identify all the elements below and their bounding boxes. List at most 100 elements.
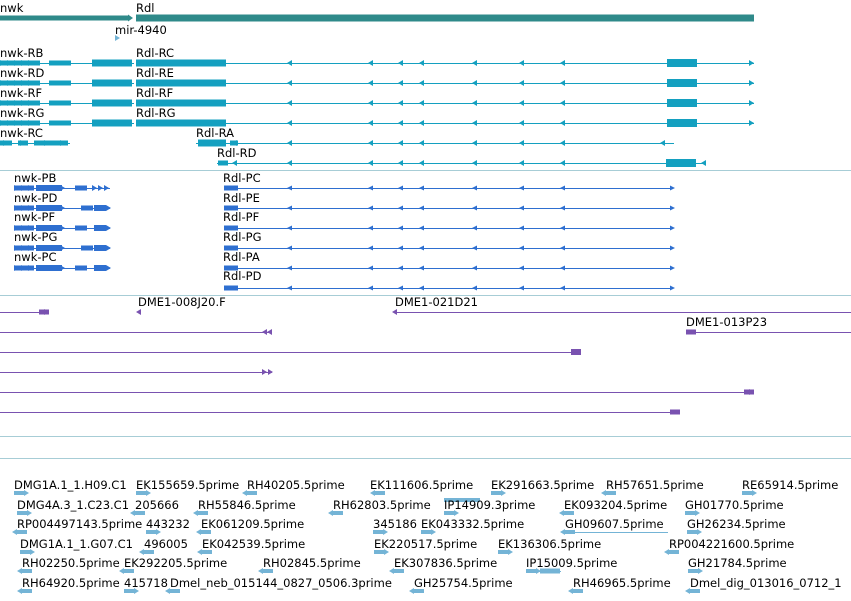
strand-arrow-icon[interactable] (232, 205, 237, 211)
strand-arrow-icon[interactable] (419, 205, 424, 211)
strand-arrow-icon[interactable] (368, 205, 373, 211)
strand-arrow-icon[interactable] (670, 225, 675, 231)
strand-arrow-icon[interactable] (472, 265, 477, 271)
strand-arrow-icon[interactable] (560, 140, 565, 146)
strand-arrow-icon[interactable] (560, 205, 565, 211)
strand-arrow-icon[interactable] (419, 140, 424, 146)
strand-arrow-icon[interactable] (267, 329, 272, 335)
strand-arrow-icon[interactable] (398, 160, 403, 166)
exon-block[interactable] (81, 245, 93, 251)
exon-block[interactable] (136, 119, 226, 127)
strand-arrow-icon[interactable] (368, 285, 373, 291)
exon-block[interactable] (75, 185, 87, 191)
est-label[interactable]: GH01770.5prime (685, 498, 784, 512)
est-block[interactable] (144, 550, 154, 554)
strand-arrow-icon[interactable] (749, 389, 754, 395)
strand-arrow-icon[interactable] (670, 205, 675, 211)
strand-arrow-icon[interactable] (328, 510, 333, 516)
strand-arrow-icon[interactable] (30, 549, 35, 555)
exon-block[interactable] (81, 205, 93, 211)
strand-arrow-icon[interactable] (472, 120, 477, 126)
strand-arrow-icon[interactable] (287, 225, 292, 231)
est-block[interactable] (14, 491, 24, 495)
strand-arrow-icon[interactable] (287, 245, 292, 251)
est-block[interactable] (20, 550, 30, 554)
exon-block[interactable] (136, 59, 226, 67)
strand-arrow-icon[interactable] (749, 80, 754, 86)
strand-arrow-icon[interactable] (749, 120, 754, 126)
strand-arrow-icon[interactable] (112, 60, 117, 66)
strand-arrow-icon[interactable] (368, 225, 373, 231)
exon-block[interactable] (667, 119, 697, 127)
strand-arrow-icon[interactable] (752, 490, 757, 496)
est-block[interactable] (375, 491, 385, 495)
exon-block[interactable] (224, 225, 238, 231)
exon-block[interactable] (49, 60, 71, 66)
exon-block[interactable] (224, 265, 238, 271)
strand-arrow-icon[interactable] (21, 225, 26, 231)
transcript-label[interactable]: Rdl-RE (136, 66, 174, 80)
strand-arrow-icon[interactable] (3, 140, 8, 146)
clone-label[interactable]: DME1-013P23 (686, 315, 768, 329)
exon-block[interactable] (224, 285, 238, 291)
strand-arrow-icon[interactable] (287, 80, 292, 86)
est-block[interactable] (688, 569, 698, 573)
strand-arrow-icon[interactable] (560, 80, 565, 86)
protein-label[interactable]: Rdl-PD (223, 269, 262, 283)
transcript-label[interactable]: Rdl-RA (196, 126, 235, 140)
strand-arrow-icon[interactable] (685, 588, 690, 594)
strand-arrow-icon[interactable] (14, 185, 19, 191)
est-block[interactable] (136, 491, 146, 495)
strand-arrow-icon[interactable] (21, 120, 26, 126)
strand-arrow-icon[interactable] (287, 265, 292, 271)
est-block[interactable] (198, 511, 208, 515)
transcript-label[interactable]: Rdl-RG (136, 106, 176, 120)
est-block[interactable] (247, 491, 257, 495)
strand-arrow-icon[interactable] (560, 265, 565, 271)
strand-arrow-icon[interactable] (146, 490, 151, 496)
strand-arrow-icon[interactable] (98, 185, 103, 191)
gene-nwk-arrow-icon[interactable] (128, 14, 133, 22)
strand-arrow-icon[interactable] (112, 100, 117, 106)
est-block[interactable] (742, 491, 752, 495)
exon-block[interactable] (136, 99, 226, 107)
strand-arrow-icon[interactable] (17, 568, 22, 574)
est-label[interactable]: RH02250.5prime (22, 556, 120, 570)
strand-arrow-icon[interactable] (106, 225, 111, 231)
strand-arrow-icon[interactable] (14, 100, 19, 106)
strand-arrow-icon[interactable] (20, 140, 25, 146)
strand-arrow-icon[interactable] (398, 285, 403, 291)
strand-arrow-icon[interactable] (519, 225, 524, 231)
strand-arrow-icon[interactable] (431, 529, 436, 535)
exon-block[interactable] (667, 59, 697, 67)
strand-arrow-icon[interactable] (419, 285, 424, 291)
strand-arrow-icon[interactable] (0, 60, 5, 66)
exon-block[interactable] (571, 349, 581, 355)
est-label[interactable]: 496005 (144, 537, 188, 551)
strand-arrow-icon[interactable] (136, 309, 141, 315)
est-block[interactable] (373, 530, 383, 534)
strand-arrow-icon[interactable] (368, 60, 373, 66)
strand-arrow-icon[interactable] (12, 529, 17, 535)
strand-arrow-icon[interactable] (560, 60, 565, 66)
strand-arrow-icon[interactable] (17, 588, 22, 594)
est-block[interactable] (685, 511, 695, 515)
strand-arrow-icon[interactable] (419, 100, 424, 106)
strand-arrow-icon[interactable] (398, 140, 403, 146)
strand-arrow-icon[interactable] (232, 140, 237, 146)
strand-arrow-icon[interactable] (519, 60, 524, 66)
est-block[interactable] (669, 550, 679, 554)
est-block[interactable] (444, 511, 454, 515)
strand-arrow-icon[interactable] (60, 265, 65, 271)
strand-arrow-icon[interactable] (232, 185, 237, 191)
strand-arrow-icon[interactable] (21, 245, 26, 251)
strand-arrow-icon[interactable] (368, 185, 373, 191)
protein-label[interactable]: nwk-PG (14, 230, 58, 244)
strand-arrow-icon[interactable] (519, 120, 524, 126)
gene-nwk-bar[interactable] (0, 15, 128, 21)
exon-block[interactable] (36, 245, 62, 251)
protein-label[interactable]: nwk-PD (14, 191, 58, 205)
strand-arrow-icon[interactable] (106, 245, 111, 251)
est-label[interactable]: IP14909.3prime (444, 498, 536, 512)
est-label[interactable]: RH40205.5prime (247, 478, 345, 492)
